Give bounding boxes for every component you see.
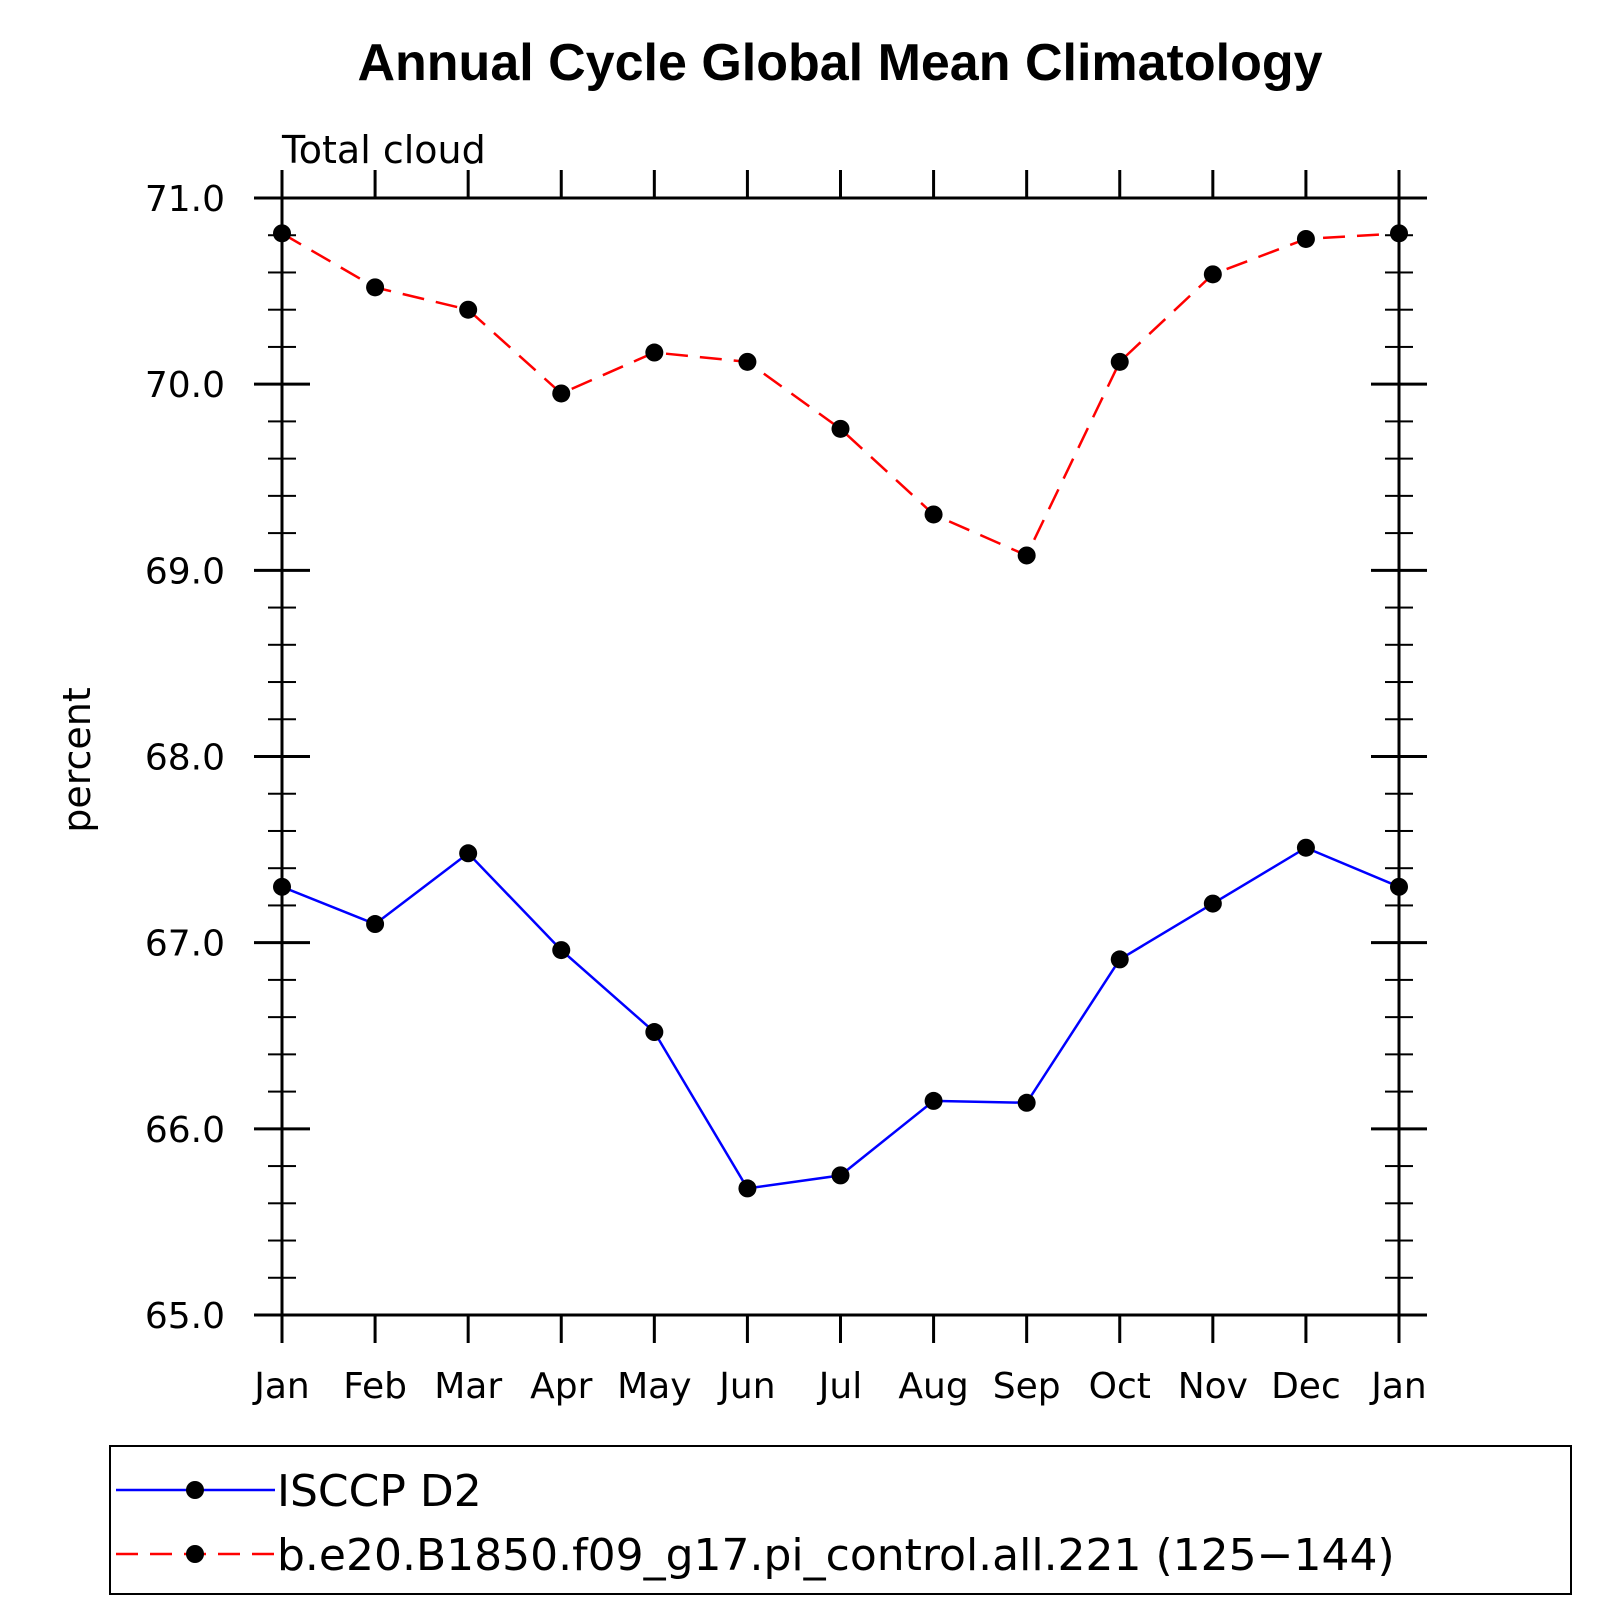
- series-1-point: [645, 1023, 664, 1042]
- series-1-point: [459, 844, 478, 863]
- series-2-point: [1296, 229, 1315, 248]
- series-2-point: [831, 419, 850, 438]
- chart-title: Annual Cycle Global Mean Climatology: [357, 34, 1322, 92]
- y-tick-label: 66.0: [145, 1110, 225, 1151]
- series-1-point: [273, 877, 291, 896]
- x-tick-label: Jan: [1369, 1366, 1427, 1407]
- x-tick-label: Apr: [530, 1366, 592, 1407]
- series-2-point: [1017, 546, 1036, 565]
- series-2-point: [273, 224, 291, 243]
- series-line-2: [281, 232, 1400, 558]
- x-tick-label: Jul: [817, 1366, 862, 1407]
- series-1-point: [1017, 1093, 1036, 1112]
- series-2-point: [1203, 265, 1222, 284]
- series-points: [273, 224, 1408, 1198]
- series-2-point: [366, 278, 385, 297]
- x-tick-label: Aug: [898, 1366, 968, 1407]
- axis-tick-labels: Jan Feb Mar Apr May Jun Jul Aug Sep Oct Nov Dec Jan 6…: [145, 179, 1427, 1407]
- series-1-point: [1203, 894, 1222, 913]
- legend-box: [109, 1445, 1572, 1595]
- series-1-point: [924, 1091, 943, 1110]
- series-2-point: [924, 505, 943, 524]
- series-2-point: [459, 300, 478, 319]
- legend-label-1: ISCCP D2: [277, 1466, 482, 1517]
- series-2-point: [552, 384, 571, 403]
- y-tick-label: 68.0: [145, 738, 225, 779]
- legend-label-2: b.e20.B1850.f09_g17.pi_control.all.221 (…: [277, 1530, 1395, 1581]
- series-line-1: [281, 846, 1400, 1190]
- series-1-point: [738, 1179, 757, 1198]
- x-tick-label: Feb: [343, 1366, 407, 1407]
- y-tick-label: 67.0: [145, 924, 225, 965]
- series-2-point: [738, 352, 757, 371]
- series-1-point: [552, 941, 571, 960]
- series-1-point: [1390, 877, 1408, 896]
- series-2-point: [1390, 224, 1408, 243]
- legend-marker-1: [186, 1481, 204, 1499]
- x-tick-label: Jun: [717, 1366, 775, 1407]
- y-tick-label: 71.0: [145, 179, 225, 220]
- x-tick-label: Nov: [1178, 1366, 1248, 1407]
- x-tick-label: Sep: [993, 1366, 1061, 1407]
- chart-subtitle: Total cloud: [281, 128, 486, 172]
- series-lines: [281, 232, 1400, 1190]
- y-tick-label: 65.0: [145, 1296, 225, 1337]
- legend: ISCCP D2 b.e20.B1850.f09_g17.pi_control.a…: [116, 1466, 1395, 1581]
- y-tick-label: 70.0: [145, 365, 225, 406]
- series-1-point: [1110, 950, 1129, 969]
- series-2-point: [1110, 352, 1129, 371]
- series-2-point: [645, 343, 664, 362]
- x-tick-label: Jan: [252, 1366, 310, 1407]
- y-tick-label: 69.0: [145, 551, 225, 592]
- legend-marker-2: [186, 1545, 204, 1563]
- x-tick-label: Mar: [434, 1366, 502, 1407]
- x-tick-label: May: [617, 1366, 691, 1407]
- series-1-point: [831, 1166, 850, 1185]
- series-1-point: [1296, 838, 1315, 857]
- y-axis-label: percent: [55, 687, 99, 833]
- x-tick-label: Oct: [1089, 1366, 1151, 1407]
- plot-frame: [280, 196, 1401, 1317]
- x-tick-label: Dec: [1271, 1366, 1341, 1407]
- series-1-point: [366, 915, 385, 934]
